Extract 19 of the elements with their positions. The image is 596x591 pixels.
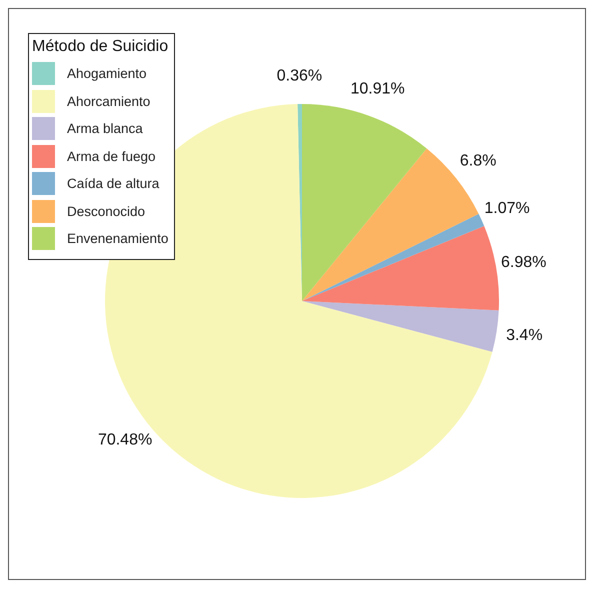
legend-label: Caída de altura	[67, 176, 160, 192]
pie-slice	[302, 301, 499, 352]
data-label: 1.07%	[484, 200, 530, 217]
data-label: 0.36%	[276, 68, 322, 85]
pie-slice	[302, 104, 427, 301]
legend-label: Desconocido	[67, 204, 146, 219]
data-label: 10.91%	[350, 80, 405, 98]
pie-slice	[302, 214, 484, 301]
legend-label: Arma de fuego	[67, 148, 156, 164]
legend-label: Envenenamiento	[67, 231, 168, 246]
data-label: 70.48%	[98, 432, 152, 449]
data-label: 6.8%	[460, 152, 496, 170]
legend-label: Ahorcamiento	[67, 94, 150, 109]
legend-label: Ahogamiento	[67, 66, 147, 82]
legend-label: Arma blanca	[67, 121, 143, 136]
data-label: 3.4%	[506, 327, 543, 344]
data-label: 6.98%	[501, 254, 546, 272]
pie-slice	[302, 226, 499, 310]
legend-title: Método de Suicidio	[32, 38, 168, 56]
